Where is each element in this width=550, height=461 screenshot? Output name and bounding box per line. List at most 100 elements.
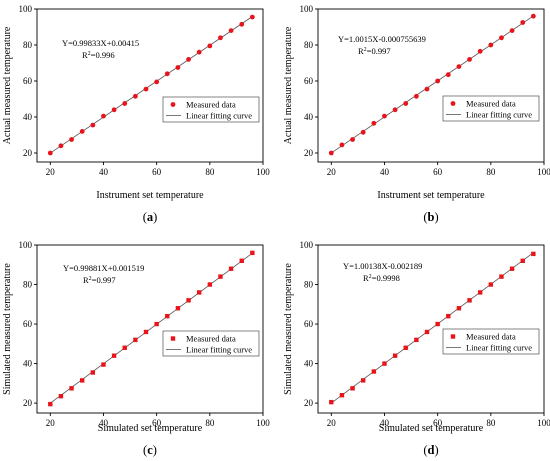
- panel-label: (a): [143, 210, 158, 224]
- data-point: [218, 274, 223, 279]
- data-point: [339, 142, 345, 148]
- y-tick-label: 40: [23, 359, 33, 369]
- data-point: [186, 57, 191, 62]
- x-tick-label: 20: [46, 167, 56, 177]
- data-point: [488, 282, 494, 287]
- data-point: [467, 57, 472, 62]
- data-point: [414, 337, 419, 343]
- legend-label-measured: Measured data: [186, 334, 236, 344]
- x-tick-label: 40: [380, 167, 390, 177]
- x-tick-label: 60: [433, 167, 443, 177]
- data-point: [382, 113, 387, 119]
- data-point: [165, 313, 170, 319]
- data-point: [111, 353, 117, 358]
- y-tick-label: 100: [300, 4, 314, 14]
- data-point: [371, 120, 377, 126]
- y-tick-label: 40: [304, 112, 314, 122]
- data-point: [250, 250, 255, 256]
- data-point: [329, 399, 334, 405]
- data-point: [143, 329, 149, 335]
- panel-label: (b): [423, 210, 438, 224]
- x-tick-label: 80: [486, 418, 496, 428]
- x-tick-label: 40: [380, 418, 390, 428]
- data-point: [392, 353, 398, 358]
- data-point: [392, 107, 398, 113]
- plot-frame: [317, 8, 545, 163]
- legend-label-fit: Linear fitting curve: [186, 345, 252, 355]
- data-point: [228, 266, 234, 271]
- data-point: [79, 129, 85, 134]
- data-point: [58, 143, 64, 149]
- data-point: [403, 101, 409, 106]
- data-point: [328, 150, 334, 156]
- data-point: [101, 362, 106, 367]
- fit-equation: Y=1.0015X-0.000755639: [338, 34, 426, 44]
- r-squared: R2=0.9998: [363, 273, 400, 283]
- fit-equation: Y=0.99833X+0.00415: [62, 38, 139, 48]
- x-axis-title: Instrument set temperature: [377, 190, 485, 201]
- data-point: [520, 20, 526, 25]
- data-point: [175, 65, 181, 70]
- data-point: [350, 386, 355, 391]
- data-point: [196, 290, 202, 295]
- data-point: [239, 258, 244, 264]
- legend-marker: [170, 102, 176, 107]
- data-point: [446, 313, 451, 319]
- legend-box: [442, 328, 540, 355]
- x-axis-title: Simulated set temperature: [98, 423, 203, 434]
- y-tick-label: 20: [23, 398, 33, 408]
- data-point: [101, 113, 106, 119]
- data-point: [413, 93, 419, 99]
- r-squared: R2=0.997: [358, 46, 391, 56]
- y-axis-title: Simulated measured temperature: [2, 263, 13, 395]
- x-tick-label: 40: [99, 418, 109, 428]
- x-tick-label: 60: [152, 418, 162, 428]
- y-tick-label: 60: [304, 76, 314, 86]
- data-point: [69, 137, 74, 142]
- legend-label-fit: Linear fitting curve: [466, 110, 532, 120]
- data-point: [48, 401, 53, 407]
- data-point: [218, 35, 223, 41]
- y-tick-label: 100: [300, 240, 314, 250]
- data-point: [69, 386, 74, 391]
- fit-equation: Y=1.00138X-0.002189: [343, 261, 422, 271]
- data-point: [477, 290, 483, 295]
- x-tick-label: 40: [99, 167, 109, 177]
- r-squared: R2=0.997: [83, 275, 116, 285]
- x-tick-label: 60: [433, 418, 443, 428]
- legend-label-measured: Measured data: [466, 332, 516, 342]
- data-point: [133, 337, 138, 343]
- data-point: [196, 49, 202, 55]
- data-point: [111, 107, 117, 113]
- data-point: [47, 150, 53, 156]
- data-point: [424, 329, 430, 335]
- y-tick-label: 60: [304, 319, 314, 329]
- data-point: [143, 86, 149, 92]
- y-tick-label: 60: [23, 319, 33, 329]
- y-tick-label: 20: [304, 148, 314, 158]
- plot-frame: [36, 244, 264, 414]
- y-tick-label: 60: [23, 76, 33, 86]
- r-squared: R2=0.996: [82, 50, 115, 60]
- chart-panel-b: 20 40 60 80 100 20 40 60 80 100 Instrument set tem…: [283, 4, 550, 224]
- data-point: [207, 43, 213, 49]
- data-point: [80, 378, 85, 383]
- data-point: [154, 79, 160, 85]
- data-point: [499, 35, 504, 41]
- panel-label: (c): [143, 443, 157, 457]
- fit-equation: Y=0.99881X+0.001519: [63, 263, 144, 273]
- y-tick-label: 80: [23, 40, 33, 50]
- y-tick-label: 40: [304, 359, 314, 369]
- data-point: [361, 378, 366, 383]
- x-tick-label: 80: [205, 418, 215, 428]
- y-tick-label: 80: [304, 40, 314, 50]
- data-point: [207, 282, 213, 287]
- data-point: [350, 137, 355, 142]
- data-point: [456, 64, 462, 69]
- data-point: [164, 71, 170, 77]
- x-tick-label: 20: [46, 418, 56, 428]
- y-axis-title: Simulated measured temperature: [283, 263, 294, 395]
